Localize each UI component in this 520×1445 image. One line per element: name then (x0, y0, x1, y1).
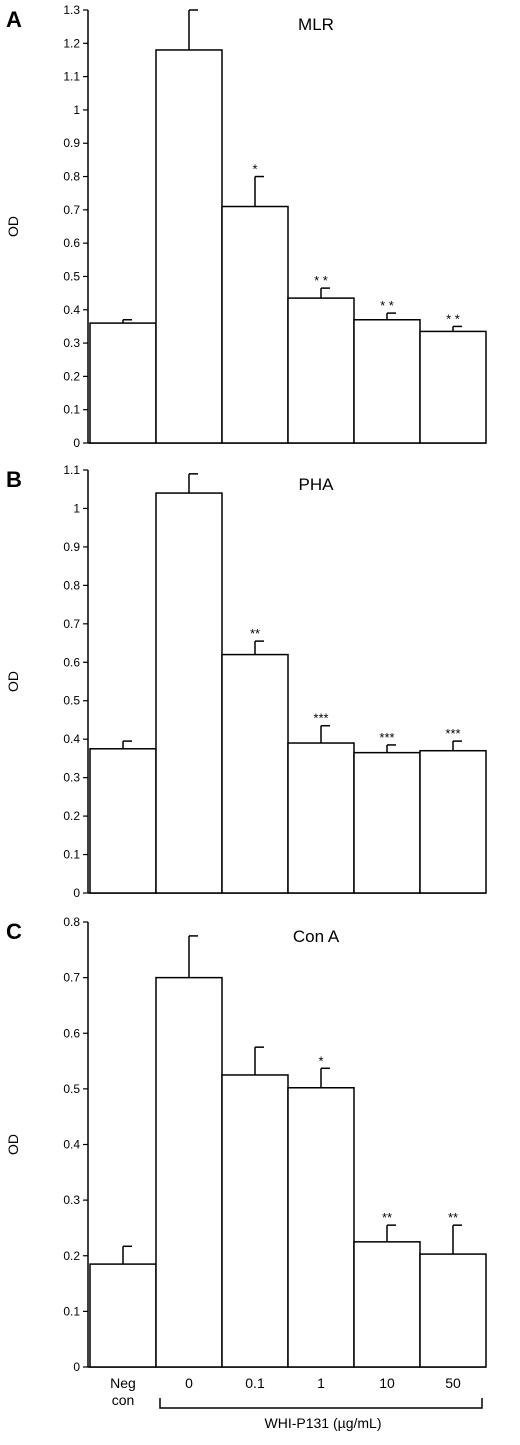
y-tick-label: 1 (73, 501, 80, 515)
y-tick-label: 0.5 (63, 269, 80, 283)
y-tick-label: 0.4 (63, 732, 80, 746)
bar (89, 1263, 157, 1368)
bar (221, 653, 289, 894)
y-tick-label: 0.3 (63, 1193, 80, 1207)
significance-label: *** (445, 726, 460, 741)
bar (287, 297, 355, 444)
bar (419, 330, 487, 444)
y-tick-label: 0.2 (63, 809, 80, 823)
y-tick-label: 1 (73, 103, 80, 117)
significance-label: *** (379, 730, 394, 745)
y-tick-label: 0.8 (63, 578, 80, 592)
y-tick-label: 0 (73, 886, 80, 900)
x-tick-label: 10 (379, 1375, 395, 1391)
bar (155, 976, 223, 1368)
treatment-bracket (159, 1398, 483, 1409)
bar (89, 322, 157, 444)
bar (287, 1087, 355, 1368)
y-tick-label: 0.3 (63, 771, 80, 785)
y-axis-label: OD (5, 216, 21, 237)
y-tick-label: 0 (73, 436, 80, 450)
bar (353, 751, 421, 894)
bar (419, 749, 487, 894)
bar (287, 742, 355, 894)
y-tick-label: 0.6 (63, 655, 80, 669)
bar (353, 1241, 421, 1368)
significance-label: ** (448, 1210, 458, 1225)
significance-label: * * (314, 273, 328, 288)
panel-a: A MLR OD 0 0.1 0.2 0.3 0.4 0.5 0.6 0.7 0.8 0.9 1 1.1 1.… (5, 3, 487, 450)
y-tick-label: 1.3 (63, 3, 80, 17)
chart-title: PHA (299, 475, 335, 494)
bar (221, 205, 289, 444)
x-tick-label: 50 (445, 1375, 461, 1391)
bar (221, 1074, 289, 1368)
y-tick-label: 0.9 (63, 136, 80, 150)
panel-letter: A (6, 7, 22, 32)
y-tick-label: 0 (73, 1360, 80, 1374)
y-tick-label: 0.1 (63, 1304, 80, 1318)
bar (155, 492, 223, 894)
y-tick-label: 0.3 (63, 336, 80, 350)
bar (419, 1253, 487, 1368)
y-tick-label: 0.8 (63, 915, 80, 929)
y-axis-label: OD (5, 1134, 21, 1155)
bar (155, 49, 223, 444)
y-tick-label: 0.5 (63, 1082, 80, 1096)
x-tick-label: Neg (110, 1375, 136, 1391)
x-tick-label: 1 (317, 1375, 325, 1391)
y-tick-label: 0.1 (63, 848, 80, 862)
chart-title: MLR (298, 15, 334, 34)
y-tick-label: 0.7 (63, 203, 80, 217)
y-tick-label: 0.6 (63, 1026, 80, 1040)
significance-label: * * (380, 298, 394, 313)
bar (353, 319, 421, 444)
significance-label: *** (313, 711, 328, 726)
y-tick-label: 0.1 (63, 403, 80, 417)
y-tick-label: 0.5 (63, 694, 80, 708)
x-tick-label: 0 (185, 1375, 193, 1391)
bar (89, 748, 157, 894)
y-tick-label: 0.6 (63, 236, 80, 250)
y-tick-label: 0.7 (63, 971, 80, 985)
y-tick-label: 0.4 (63, 1138, 80, 1152)
y-tick-label: 0.2 (63, 369, 80, 383)
significance-label: ** (250, 626, 260, 641)
y-tick-label: 0.9 (63, 540, 80, 554)
panels: A MLR OD 0 0.1 0.2 0.3 0.4 0.5 0.6 0.7 0.8 0.9 1 1.1 1.… (5, 3, 487, 1374)
panel-letter: B (6, 467, 22, 492)
y-tick-label: 1.1 (63, 463, 80, 477)
significance-label: ** (382, 1210, 392, 1225)
significance-label: * (318, 1053, 323, 1068)
y-tick-label: 1.1 (63, 70, 80, 84)
y-axis-label: OD (5, 671, 21, 692)
x-axis-title: WHI-P131 (µg/mL) (265, 1415, 382, 1431)
y-tick-label: 0.4 (63, 303, 80, 317)
panel-letter: C (6, 919, 22, 944)
panel-b: B PHA OD 0 0.1 0.2 0.3 0.4 0.5 0.6 0.7 0.8 0.9 1 1.1 **… (5, 463, 487, 900)
y-tick-label: 1.2 (63, 36, 80, 50)
x-tick-label: 0.1 (245, 1375, 265, 1391)
significance-label: * * (446, 311, 460, 326)
significance-label: * (252, 162, 257, 177)
y-tick-label: 0.2 (63, 1249, 80, 1263)
chart-title: Con A (293, 927, 340, 946)
y-tick-label: 0.8 (63, 170, 80, 184)
y-tick-label: 0.7 (63, 617, 80, 631)
x-tick-label: con (112, 1392, 135, 1408)
